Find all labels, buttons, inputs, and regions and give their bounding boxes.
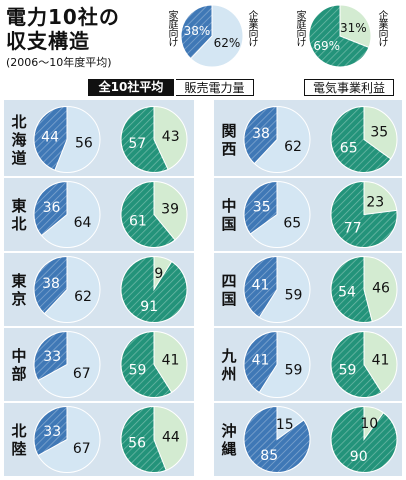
company-9-sales-enterprise-value: 59 [285,362,303,378]
company-8-sales-pie-household-slice [243,255,278,319]
company-6-profit-enterprise-value: 35 [370,125,388,141]
company-name-label: 中部 [11,346,27,383]
company-10-profit-pie-household-slice [330,405,398,473]
average-profit-enterprise-value: 31% [340,21,367,35]
row-separator [214,176,402,178]
legend-sales-volume: 販売電力量 [176,79,254,96]
company-10-profit-enterprise-value: 10 [360,416,378,432]
company-5-sales-household-value: 33 [43,424,61,440]
average-profit-enterprise-label: 企業向け [376,10,387,46]
average-profit-household-value: 69% [313,39,340,53]
company-6-sales-pie-household-slice [243,105,278,165]
company-9-profit-enterprise-value: 41 [372,353,390,369]
company-name-label: 関西 [221,121,237,158]
company-5-profit-pie-household-slice [120,405,167,473]
company-1-profit-enterprise-value: 43 [162,129,180,145]
chart-subtitle: (2006〜10年度平均) [6,56,112,69]
company-10-sales-pie-household-slice [243,405,311,473]
company-9-profit-pie-household-slice [330,330,383,398]
average-sales-enterprise-label: 企業向け [246,10,257,46]
company-8-sales-household-value: 41 [252,278,270,294]
company-name-label: 東北 [11,196,27,233]
company-5-sales-enterprise-value: 67 [73,441,91,457]
company-8-profit-enterprise-value: 46 [372,280,390,296]
company-8-profit-household-value: 54 [338,285,356,301]
company-2-profit-pie-household-slice [120,180,176,248]
company-name-label: 九州 [221,346,237,383]
company-4-profit-household-value: 59 [129,362,147,378]
company-8-sales-enterprise-value: 59 [285,287,303,303]
company-6-profit-pie-household-slice [330,105,392,173]
company-10-sales-household-value: 85 [260,448,278,464]
company-4-sales-pie-household-slice [33,330,68,382]
company-7-profit-enterprise-value: 23 [366,195,384,211]
company-9-sales-pie-household-slice [243,330,278,394]
average-sales-household-label: 家庭向け [166,10,177,46]
company-name-label: 中国 [221,196,237,233]
chart-title-line2: 収支構造 [6,29,90,53]
company-3-sales-pie-household-slice [33,255,68,315]
legend-all-companies-average: 全10社平均 [88,79,174,96]
company-3-profit-household-value: 91 [140,299,158,315]
company-3-profit-pie-household-slice [120,255,188,323]
company-7-sales-household-value: 35 [253,200,271,216]
company-10-profit-household-value: 90 [350,449,368,465]
row-separator [214,401,402,403]
company-name-label: 東京 [11,271,27,308]
company-4-profit-pie-household-slice [120,330,173,398]
company-2-profit-enterprise-value: 39 [161,202,179,218]
company-name-label: 四国 [221,271,237,308]
row-separator [4,326,194,328]
company-5-profit-household-value: 56 [128,436,146,452]
company-7-profit-household-value: 77 [344,220,362,236]
legend-electric-profit: 電気事業利益 [304,79,394,96]
company-3-profit-enterprise-value: 9 [154,266,163,282]
company-1-sales-household-value: 44 [41,129,59,145]
company-1-profit-household-value: 57 [128,136,146,152]
average-sales-household-value: 38% [184,24,211,38]
company-4-profit-enterprise-value: 41 [162,353,180,369]
row-separator [214,326,402,328]
chart-title-line1: 電力10社の [6,5,120,29]
company-3-sales-household-value: 38 [42,276,60,292]
company-4-sales-enterprise-value: 67 [73,366,91,382]
company-2-profit-household-value: 61 [129,213,147,229]
company-2-sales-enterprise-value: 64 [74,215,92,231]
company-4-sales-household-value: 33 [43,349,61,365]
average-sales-pie-household-slice [180,4,213,60]
company-6-sales-enterprise-value: 62 [284,139,302,155]
row-separator [214,251,402,253]
average-sales-enterprise-value: 62% [214,36,241,50]
average-profit-household-label: 家庭向け [294,10,305,46]
company-9-profit-household-value: 59 [339,362,357,378]
company-7-sales-pie-household-slice [243,180,278,235]
company-5-sales-pie-household-slice [33,405,68,457]
company-9-sales-household-value: 41 [252,353,270,369]
company-1-sales-enterprise-value: 56 [75,136,93,152]
company-7-profit-pie-household-slice [330,180,398,248]
row-separator [4,176,194,178]
company-8-profit-pie-household-slice [330,255,373,323]
company-5-profit-enterprise-value: 44 [162,429,180,445]
company-6-sales-household-value: 38 [252,126,270,142]
company-name-label: 北陸 [11,421,27,458]
company-name-label: 沖縄 [221,421,237,458]
company-7-sales-enterprise-value: 65 [283,215,301,231]
company-3-sales-enterprise-value: 62 [74,289,92,305]
company-2-sales-household-value: 36 [43,200,61,216]
company-6-profit-household-value: 65 [340,140,358,156]
company-2-sales-pie-household-slice [33,180,68,237]
company-name-label: 北海道 [11,112,27,167]
row-separator [4,401,194,403]
average-profit-pie-household-slice [308,4,370,68]
company-1-profit-pie-household-slice [120,105,169,173]
company-1-sales-pie-household-slice [33,105,68,171]
row-separator [4,251,194,253]
company-10-sales-enterprise-value: 15 [276,417,294,433]
